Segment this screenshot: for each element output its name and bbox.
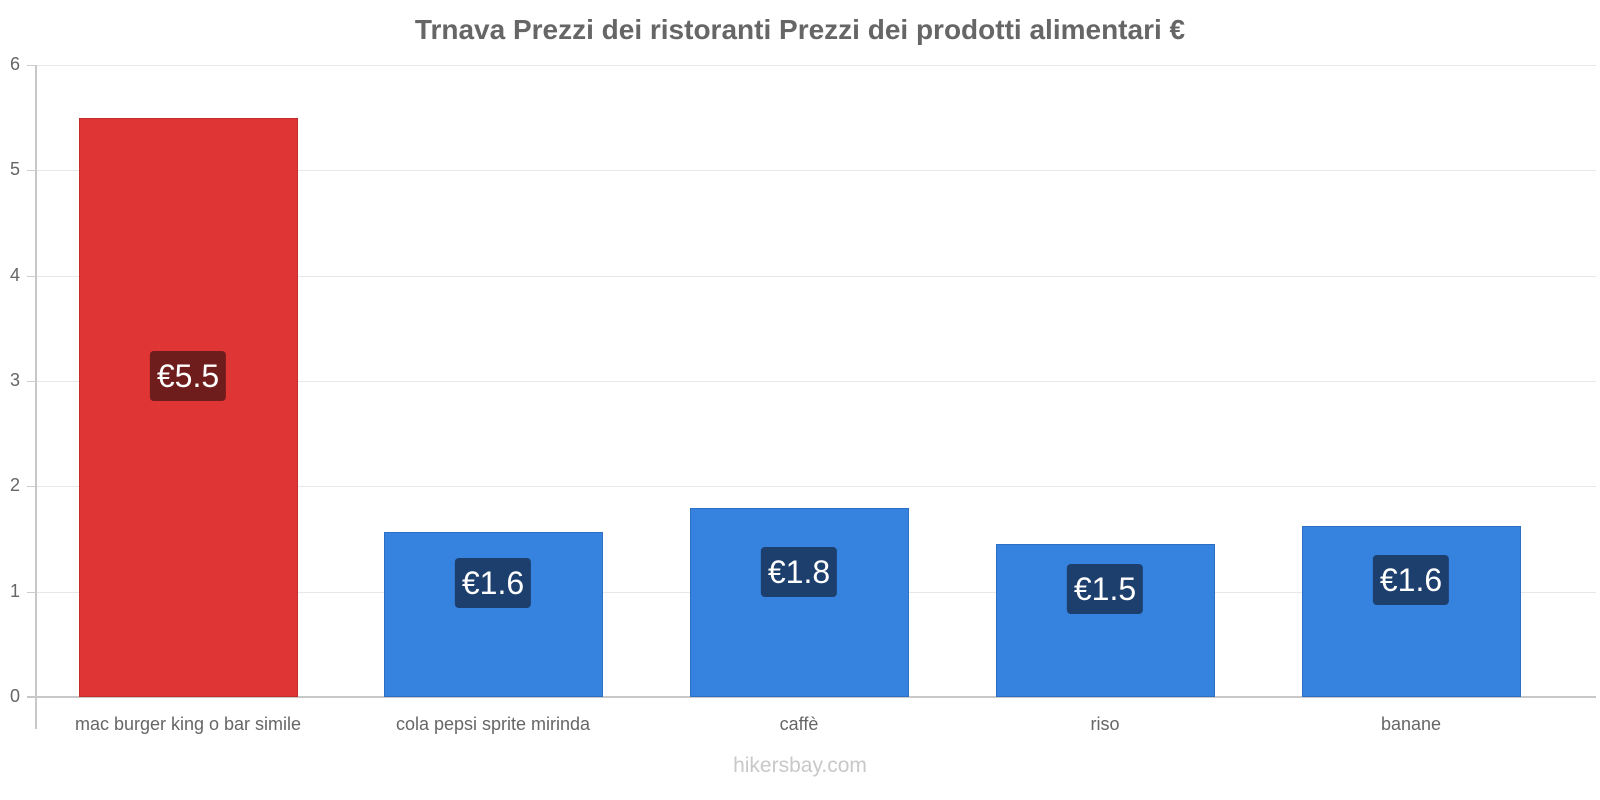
x-axis-category-label: cola pepsi sprite mirinda (395, 714, 591, 734)
bar (79, 118, 298, 697)
chart-title: Trnava Prezzi dei ristoranti Prezzi dei … (414, 14, 1186, 45)
y-tick-label: 6 (9, 54, 20, 74)
y-tick-mark (27, 486, 36, 487)
bar (690, 508, 909, 697)
bar-value-label: €1.8 (760, 547, 838, 597)
bar-value-label: €5.5 (149, 351, 227, 401)
bar-value-label: €1.6 (1372, 555, 1450, 605)
x-axis-line (27, 696, 1596, 698)
gridline (36, 486, 1596, 487)
x-axis-category-label: mac burger king o bar simile (74, 714, 302, 734)
y-tick-mark (27, 381, 36, 382)
y-tick-label: 2 (9, 475, 20, 495)
y-tick-label: 4 (9, 265, 20, 285)
y-tick-label: 5 (9, 159, 20, 179)
y-axis-line (35, 65, 37, 729)
x-axis-category-label: riso (1090, 714, 1120, 734)
bar (384, 532, 603, 697)
gridline (36, 65, 1596, 66)
bar (1302, 526, 1521, 697)
gridline (36, 381, 1596, 382)
x-axis-category-label: caffè (779, 714, 819, 734)
y-tick-mark (27, 592, 36, 593)
bar-value-label: €1.5 (1066, 564, 1144, 614)
bar-value-label: €1.6 (454, 558, 532, 608)
y-tick-mark (27, 276, 36, 277)
y-tick-label: 1 (9, 581, 20, 601)
y-tick-label: 0 (9, 686, 20, 706)
y-tick-mark (27, 170, 36, 171)
gridline (36, 170, 1596, 171)
x-axis-category-label: banane (1380, 714, 1442, 734)
watermark: hikersbay.com (733, 754, 867, 777)
y-tick-mark (27, 65, 36, 66)
y-tick-label: 3 (9, 370, 20, 390)
gridline (36, 276, 1596, 277)
